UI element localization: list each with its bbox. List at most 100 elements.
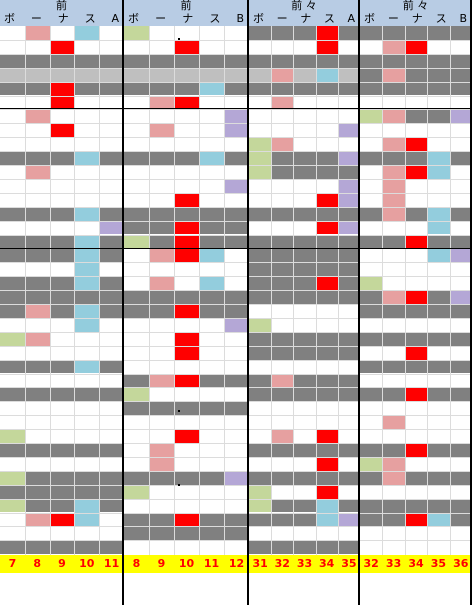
column-label: ナ — [411, 12, 423, 25]
footer-row: 31 32 33 34 35 — [249, 555, 360, 573]
pink-cell — [271, 95, 294, 110]
marker-dot — [178, 38, 180, 40]
green-cell — [0, 331, 25, 346]
red-cell — [315, 429, 338, 443]
pink-cell — [149, 248, 174, 263]
blue-cell — [427, 512, 450, 527]
gray-band — [0, 276, 124, 291]
gray-band — [0, 151, 472, 165]
gray-band — [249, 387, 360, 402]
panel-header: 前ボ ー ナ ス B — [124, 0, 249, 26]
grid-line — [0, 192, 472, 194]
gray-band — [249, 443, 360, 457]
red-cell — [49, 512, 75, 527]
gray-band — [360, 26, 472, 40]
blue-cell — [199, 248, 224, 263]
purple-cell — [337, 151, 360, 165]
green-cell — [124, 387, 149, 402]
purple-cell — [337, 220, 360, 235]
gray-band — [0, 484, 124, 499]
footer-number: 11 — [103, 557, 120, 570]
green-cell — [360, 109, 383, 124]
gray-band — [360, 304, 472, 318]
gray-band — [0, 53, 472, 68]
purple-cell — [449, 109, 472, 124]
gray-band — [0, 304, 124, 318]
gray-band — [0, 67, 360, 82]
red-cell — [315, 276, 338, 291]
grid-line — [0, 387, 472, 389]
section-divider — [0, 248, 472, 249]
pink-cell — [149, 373, 174, 388]
pink-cell — [271, 67, 294, 82]
pink-cell — [149, 123, 174, 138]
column-label: B — [459, 12, 467, 25]
gray-band — [360, 359, 472, 374]
red-cell — [404, 387, 428, 402]
red-cell — [404, 39, 428, 54]
gray-band — [0, 443, 124, 457]
grid-line — [0, 498, 472, 500]
blue-cell — [199, 151, 224, 165]
gray-band — [249, 276, 360, 291]
gray-band — [249, 165, 360, 179]
pink-cell — [24, 304, 50, 318]
grid-line — [0, 165, 472, 166]
footer-row: 32 33 34 35 36 — [360, 555, 472, 573]
footer-number: 9 — [157, 557, 166, 570]
footer-number: 9 — [58, 557, 66, 570]
panel-divider — [247, 0, 249, 605]
panel-title: 前 々 — [402, 0, 429, 12]
column-label: ー — [387, 12, 399, 25]
gray-band — [0, 290, 472, 304]
grid-line — [0, 429, 472, 431]
footer-number: 32 — [363, 557, 379, 570]
purple-cell — [337, 512, 360, 527]
grid-line — [0, 345, 472, 347]
gray-band — [0, 81, 472, 96]
red-cell — [174, 429, 199, 443]
column-label: ボ — [364, 12, 375, 25]
pink-cell — [382, 67, 405, 82]
red-cell — [174, 512, 199, 527]
grid-line — [0, 470, 472, 472]
grid-line — [0, 456, 472, 458]
blue-cell — [427, 206, 450, 235]
grid-line — [0, 151, 472, 153]
column-label: B — [236, 12, 244, 25]
red-cell — [174, 304, 199, 318]
purple-cell — [224, 470, 249, 485]
purple-cell — [224, 178, 249, 193]
footer-number: 8 — [132, 557, 141, 570]
column-label: ス — [84, 12, 96, 25]
column-label: ー — [155, 12, 167, 25]
pink-cell — [24, 165, 50, 179]
column-label: A — [347, 12, 355, 25]
gray-band — [124, 470, 249, 485]
gray-band — [0, 248, 124, 263]
gray-band — [249, 373, 360, 388]
gray-band — [360, 470, 472, 485]
panel-title: 前 々 — [291, 0, 317, 12]
red-cell — [315, 456, 338, 471]
gray-band — [124, 401, 249, 416]
gray-band — [249, 470, 360, 485]
gray-band — [124, 526, 249, 541]
purple-cell — [449, 290, 472, 304]
red-cell — [315, 484, 338, 499]
grid-line — [0, 137, 472, 139]
footer-number: 7 — [8, 557, 17, 570]
footer-number: 34 — [408, 557, 424, 570]
pink-cell — [382, 39, 405, 54]
panel-divider — [122, 0, 124, 605]
grid-line — [0, 359, 472, 361]
grid-line — [0, 526, 472, 528]
section-divider — [0, 108, 472, 109]
gray-band — [249, 262, 360, 277]
marker-dot — [178, 484, 180, 486]
blue-cell — [74, 151, 100, 165]
red-cell — [404, 290, 428, 304]
